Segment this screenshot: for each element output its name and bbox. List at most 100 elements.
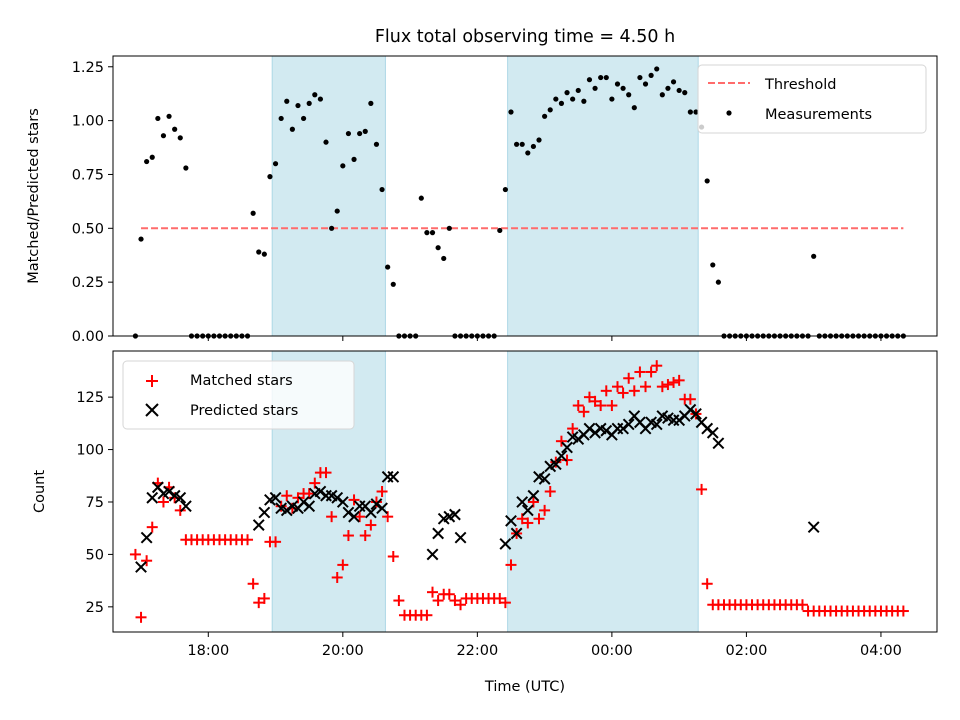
measurement-point [278, 115, 284, 122]
predicted-point [505, 514, 517, 527]
matched-point [169, 492, 181, 504]
matched-point [595, 400, 607, 412]
measurement-point [441, 255, 447, 262]
matched-point [668, 376, 680, 388]
predicted-point [364, 506, 377, 519]
y-tick-label: 0.00 [72, 329, 104, 345]
matched-point [572, 400, 584, 412]
predicted-point [561, 441, 573, 454]
measurement-point [603, 74, 609, 81]
top-axes-frame [112, 55, 938, 337]
measurement-point [312, 92, 318, 98]
predicted-point [510, 527, 523, 540]
matched-point [494, 592, 506, 604]
matched-point [281, 490, 293, 502]
measurement-point [536, 137, 542, 143]
y-tick-label: 0.25 [72, 275, 104, 291]
measurement-point [687, 109, 693, 115]
predicted-point [449, 508, 461, 521]
measurement-point [340, 163, 346, 169]
matched-point [578, 406, 590, 418]
x-tick-label: 00:00 [591, 643, 633, 659]
predicted-point [252, 519, 265, 531]
matched-point [443, 588, 455, 600]
measurement-point [138, 236, 144, 242]
measurement-point [682, 90, 688, 96]
measurement-point [676, 87, 682, 94]
measurement-point [368, 100, 374, 106]
measurement-point [323, 139, 329, 145]
predicted-point [690, 408, 702, 420]
predicted-point [146, 491, 159, 504]
measurement-point [334, 208, 340, 214]
matched-point [376, 486, 388, 497]
measurement-point [284, 98, 290, 104]
measurement-point [558, 100, 565, 106]
measurement-point [575, 87, 581, 94]
bottom-legend: Matched stars Predicted stars [122, 360, 355, 430]
y-tick-label: 100 [76, 443, 104, 459]
shaded-interval-2 [507, 55, 699, 337]
predicted-point [454, 531, 467, 544]
matched-point [656, 381, 668, 393]
x-tick-label: 04:00 [860, 643, 902, 659]
legend-measurements-marker [726, 110, 732, 116]
matched-point [342, 530, 354, 542]
measurement-point [811, 253, 817, 259]
measurement-point [357, 130, 363, 137]
matched-point [393, 595, 405, 607]
measurement-point [295, 102, 301, 109]
legend-predicted-label: Predicted stars [190, 403, 298, 419]
matched-point [617, 387, 629, 399]
predicted-point [336, 496, 349, 508]
matched-point [555, 435, 567, 447]
matched-point [640, 381, 652, 393]
measurement-point [654, 66, 660, 72]
measurement-point [586, 77, 593, 83]
measurement-point [564, 90, 570, 96]
matched-point [673, 374, 685, 386]
matched-point [628, 385, 640, 397]
measurement-point [609, 96, 615, 102]
measurement-point [598, 74, 604, 81]
predicted-point [650, 418, 663, 431]
legend-matched-label: Matched stars [190, 373, 293, 389]
matched-point [455, 599, 467, 611]
predicted-point [174, 491, 187, 504]
predicted-point [555, 449, 568, 462]
measurement-point [670, 79, 677, 85]
matched-point [258, 592, 270, 604]
measurement-point [289, 126, 295, 132]
y-tick-label: 0.50 [72, 221, 104, 237]
matched-point [247, 578, 259, 590]
measurement-point [693, 109, 699, 115]
measurement-point [385, 264, 391, 270]
matched-point [449, 595, 461, 607]
measurement-point [300, 115, 307, 122]
matched-point [427, 586, 439, 598]
predicted-point [712, 437, 725, 450]
bottom-y-axis-label: Count [32, 470, 48, 513]
measurement-point [345, 130, 352, 137]
matched-stars-series [129, 360, 909, 623]
predicted-point [807, 521, 820, 534]
measurement-point [390, 281, 396, 287]
measurement-point [704, 178, 710, 184]
y-tick-label: 125 [76, 390, 104, 406]
matched-point [701, 578, 713, 590]
matched-point [331, 571, 343, 583]
top-y-ticks: 0.00 0.25 0.50 0.75 1.00 1.25 [72, 60, 113, 345]
figure-title: Flux total observing time = 4.50 h [375, 27, 675, 47]
top-x-ticks [207, 336, 882, 341]
matched-point [567, 423, 579, 435]
matched-point [359, 530, 371, 542]
matched-point [432, 595, 444, 607]
measurement-point [553, 96, 559, 102]
measurement-point [525, 150, 531, 156]
matched-point [539, 504, 551, 516]
x-axis-label: Time (UTC) [484, 679, 565, 695]
matched-point [583, 391, 595, 403]
matched-point [135, 611, 147, 623]
y-tick-label: 0.75 [72, 167, 104, 183]
